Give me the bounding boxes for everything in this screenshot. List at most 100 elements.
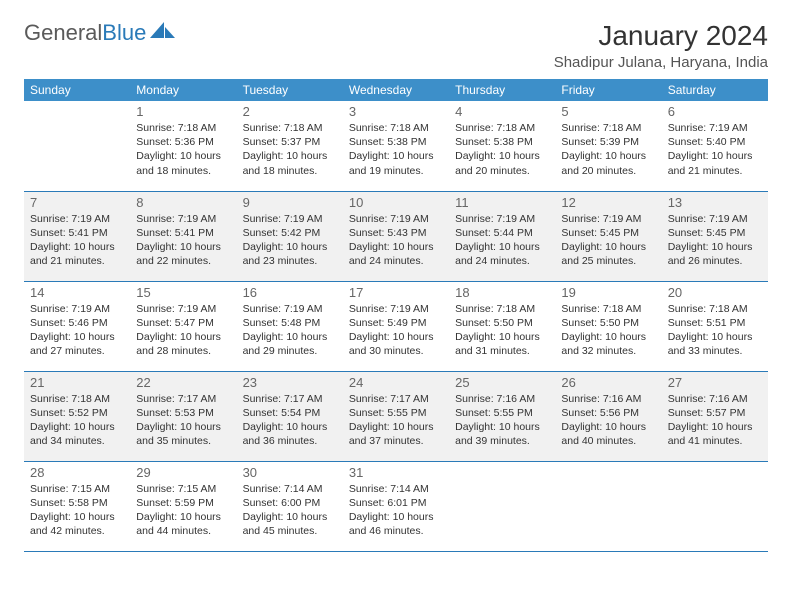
daylight-line: Daylight: 10 hours and 18 minutes.	[136, 149, 230, 177]
week-row: 1Sunrise: 7:18 AMSunset: 5:36 PMDaylight…	[24, 101, 768, 191]
sun-info: Sunrise: 7:14 AMSunset: 6:01 PMDaylight:…	[349, 482, 443, 539]
day-number: 27	[668, 375, 762, 390]
sun-info: Sunrise: 7:19 AMSunset: 5:44 PMDaylight:…	[455, 212, 549, 269]
sun-info: Sunrise: 7:18 AMSunset: 5:52 PMDaylight:…	[30, 392, 124, 449]
week-row: 7Sunrise: 7:19 AMSunset: 5:41 PMDaylight…	[24, 191, 768, 281]
sunset-line: Sunset: 5:55 PM	[455, 406, 549, 420]
sun-info: Sunrise: 7:18 AMSunset: 5:39 PMDaylight:…	[561, 121, 655, 178]
sun-info: Sunrise: 7:19 AMSunset: 5:42 PMDaylight:…	[243, 212, 337, 269]
day-number: 3	[349, 104, 443, 119]
sunrise-line: Sunrise: 7:18 AM	[243, 121, 337, 135]
sunrise-line: Sunrise: 7:19 AM	[349, 302, 443, 316]
sun-info: Sunrise: 7:16 AMSunset: 5:56 PMDaylight:…	[561, 392, 655, 449]
sunrise-line: Sunrise: 7:14 AM	[349, 482, 443, 496]
sunrise-line: Sunrise: 7:19 AM	[668, 121, 762, 135]
logo-sail-icon	[150, 20, 176, 46]
day-cell: 29Sunrise: 7:15 AMSunset: 5:59 PMDayligh…	[130, 461, 236, 551]
day-cell: 27Sunrise: 7:16 AMSunset: 5:57 PMDayligh…	[662, 371, 768, 461]
calendar-table: SundayMondayTuesdayWednesdayThursdayFrid…	[24, 79, 768, 552]
sunset-line: Sunset: 5:55 PM	[349, 406, 443, 420]
day-of-week-row: SundayMondayTuesdayWednesdayThursdayFrid…	[24, 79, 768, 101]
daylight-line: Daylight: 10 hours and 27 minutes.	[30, 330, 124, 358]
sunrise-line: Sunrise: 7:18 AM	[561, 302, 655, 316]
sun-info: Sunrise: 7:18 AMSunset: 5:36 PMDaylight:…	[136, 121, 230, 178]
sun-info: Sunrise: 7:19 AMSunset: 5:49 PMDaylight:…	[349, 302, 443, 359]
sun-info: Sunrise: 7:19 AMSunset: 5:45 PMDaylight:…	[561, 212, 655, 269]
daylight-line: Daylight: 10 hours and 46 minutes.	[349, 510, 443, 538]
sunset-line: Sunset: 5:41 PM	[30, 226, 124, 240]
day-header: Tuesday	[237, 79, 343, 101]
day-number: 26	[561, 375, 655, 390]
day-cell: 24Sunrise: 7:17 AMSunset: 5:55 PMDayligh…	[343, 371, 449, 461]
sunset-line: Sunset: 5:54 PM	[243, 406, 337, 420]
daylight-line: Daylight: 10 hours and 32 minutes.	[561, 330, 655, 358]
sunrise-line: Sunrise: 7:16 AM	[455, 392, 549, 406]
sunset-line: Sunset: 5:48 PM	[243, 316, 337, 330]
day-number: 30	[243, 465, 337, 480]
day-cell: 23Sunrise: 7:17 AMSunset: 5:54 PMDayligh…	[237, 371, 343, 461]
day-cell	[662, 461, 768, 551]
logo-word2: Blue	[102, 20, 146, 46]
day-cell: 6Sunrise: 7:19 AMSunset: 5:40 PMDaylight…	[662, 101, 768, 191]
sun-info: Sunrise: 7:18 AMSunset: 5:51 PMDaylight:…	[668, 302, 762, 359]
logo-word1: General	[24, 20, 102, 46]
sunrise-line: Sunrise: 7:15 AM	[136, 482, 230, 496]
sun-info: Sunrise: 7:15 AMSunset: 5:58 PMDaylight:…	[30, 482, 124, 539]
sun-info: Sunrise: 7:18 AMSunset: 5:37 PMDaylight:…	[243, 121, 337, 178]
sunrise-line: Sunrise: 7:19 AM	[349, 212, 443, 226]
sunrise-line: Sunrise: 7:17 AM	[243, 392, 337, 406]
sun-info: Sunrise: 7:19 AMSunset: 5:43 PMDaylight:…	[349, 212, 443, 269]
day-cell	[24, 101, 130, 191]
day-number: 5	[561, 104, 655, 119]
sunrise-line: Sunrise: 7:18 AM	[668, 302, 762, 316]
day-cell: 10Sunrise: 7:19 AMSunset: 5:43 PMDayligh…	[343, 191, 449, 281]
sunset-line: Sunset: 5:51 PM	[668, 316, 762, 330]
sunset-line: Sunset: 5:50 PM	[455, 316, 549, 330]
sunrise-line: Sunrise: 7:17 AM	[136, 392, 230, 406]
sun-info: Sunrise: 7:19 AMSunset: 5:41 PMDaylight:…	[30, 212, 124, 269]
sunrise-line: Sunrise: 7:19 AM	[561, 212, 655, 226]
sunset-line: Sunset: 5:38 PM	[349, 135, 443, 149]
sunrise-line: Sunrise: 7:16 AM	[668, 392, 762, 406]
sunrise-line: Sunrise: 7:18 AM	[561, 121, 655, 135]
sunset-line: Sunset: 5:57 PM	[668, 406, 762, 420]
sun-info: Sunrise: 7:14 AMSunset: 6:00 PMDaylight:…	[243, 482, 337, 539]
sunset-line: Sunset: 5:37 PM	[243, 135, 337, 149]
daylight-line: Daylight: 10 hours and 24 minutes.	[455, 240, 549, 268]
day-number: 23	[243, 375, 337, 390]
day-header: Thursday	[449, 79, 555, 101]
sun-info: Sunrise: 7:19 AMSunset: 5:46 PMDaylight:…	[30, 302, 124, 359]
sunrise-line: Sunrise: 7:19 AM	[30, 212, 124, 226]
day-cell: 3 Sunrise: 7:18 AMSunset: 5:38 PMDaylight…	[343, 101, 449, 191]
day-number: 25	[455, 375, 549, 390]
day-number: 21	[30, 375, 124, 390]
sun-info: Sunrise: 7:17 AMSunset: 5:55 PMDaylight:…	[349, 392, 443, 449]
location: Shadipur Julana, Haryana, India	[554, 54, 768, 71]
week-row: 28Sunrise: 7:15 AMSunset: 5:58 PMDayligh…	[24, 461, 768, 551]
sunrise-line: Sunrise: 7:19 AM	[243, 212, 337, 226]
day-cell: 1Sunrise: 7:18 AMSunset: 5:36 PMDaylight…	[130, 101, 236, 191]
title-block: January 2024 Shadipur Julana, Haryana, I…	[554, 20, 768, 71]
sunrise-line: Sunrise: 7:18 AM	[349, 121, 443, 135]
daylight-line: Daylight: 10 hours and 22 minutes.	[136, 240, 230, 268]
month-title: January 2024	[554, 20, 768, 52]
day-cell: 13Sunrise: 7:19 AMSunset: 5:45 PMDayligh…	[662, 191, 768, 281]
daylight-line: Daylight: 10 hours and 29 minutes.	[243, 330, 337, 358]
day-cell: 26 Sunrise: 7:16 AMSunset: 5:56 PMDayligh…	[555, 371, 661, 461]
day-number: 20	[668, 285, 762, 300]
header: GeneralBlue January 2024 Shadipur Julana…	[24, 20, 768, 71]
sunrise-line: Sunrise: 7:18 AM	[30, 392, 124, 406]
day-number: 14	[30, 285, 124, 300]
sun-info: Sunrise: 7:18 AMSunset: 5:38 PMDaylight:…	[349, 121, 443, 178]
daylight-line: Daylight: 10 hours and 21 minutes.	[30, 240, 124, 268]
day-cell: 16Sunrise: 7:19 AMSunset: 5:48 PMDayligh…	[237, 281, 343, 371]
sunrise-line: Sunrise: 7:19 AM	[136, 212, 230, 226]
day-header: Sunday	[24, 79, 130, 101]
day-cell: 14 Sunrise: 7:19 AMSunset: 5:46 PMDayligh…	[24, 281, 130, 371]
day-number: 13	[668, 195, 762, 210]
daylight-line: Daylight: 10 hours and 34 minutes.	[30, 420, 124, 448]
day-number: 18	[455, 285, 549, 300]
day-number: 9	[243, 195, 337, 210]
day-number: 12	[561, 195, 655, 210]
sunset-line: Sunset: 5:38 PM	[455, 135, 549, 149]
